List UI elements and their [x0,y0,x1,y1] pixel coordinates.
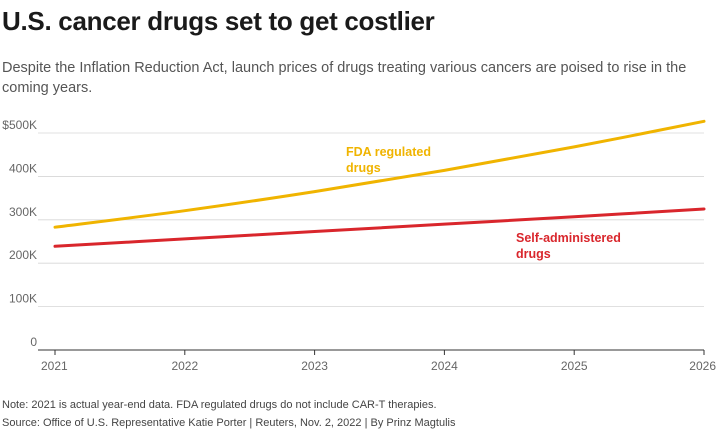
x-tick-label: 2022 [171,359,198,373]
y-tick-label: 400K [9,161,37,175]
y-axis-ticks: 0 100K 200K 300K 400K $500K [2,118,37,349]
x-tick-label: 2026 [689,359,716,373]
x-tick-label: 2025 [561,359,588,373]
series-label: Self-administered drugs [516,231,621,261]
series-lines [53,119,706,248]
chart-note: Note: 2021 is actual year-end data. FDA … [2,399,437,411]
series-label-line: Self-administered [516,231,621,245]
series-labels: FDA regulated drugs Self-administered drugs [346,145,621,261]
series-line [53,207,706,248]
chart-title: U.S. cancer drugs set to get costlier [2,6,435,36]
x-axis-ticks: 2021 2022 2023 2024 2025 2026 [41,350,716,373]
x-tick-label: 2023 [301,359,328,373]
gridlines [38,132,704,351]
y-tick-label: 100K [9,292,37,306]
series-label: FDA regulated drugs [346,145,431,175]
x-tick-label: 2021 [41,359,68,373]
series-label-line: drugs [516,247,551,261]
y-tick-label: $500K [2,118,37,132]
series-label-line: drugs [346,161,381,175]
x-tick-label: 2024 [431,359,458,373]
series-line [53,119,706,229]
series-label-line: FDA regulated [346,145,431,159]
y-tick-label: 200K [9,248,37,262]
y-tick-label: 0 [30,335,37,349]
chart-subtitle: Despite the Inflation Reduction Act, lau… [2,60,687,96]
chart-source: Source: Office of U.S. Representative Ka… [2,417,456,429]
y-tick-label: 300K [9,205,37,219]
